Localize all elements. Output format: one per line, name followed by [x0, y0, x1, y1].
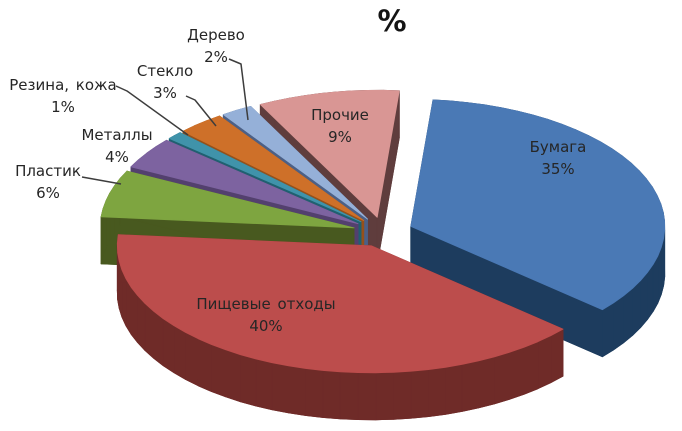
pie-slice-0: [410, 99, 666, 358]
pie-slice-1: [116, 234, 564, 421]
chart-title: %: [377, 4, 407, 38]
pie-slices-group: [100, 89, 666, 421]
leader-line-rubber-leather: [115, 85, 189, 136]
leader-line-glass: [185, 95, 217, 127]
leader-line-plastic: [81, 176, 122, 185]
leader-line-wood: [228, 58, 249, 121]
leader-lines-group: [81, 58, 249, 185]
